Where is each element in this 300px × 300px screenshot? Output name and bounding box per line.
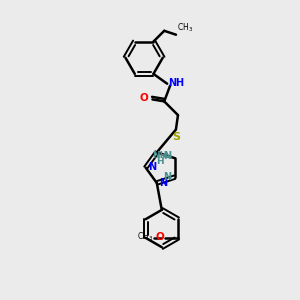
Text: CH$_3$: CH$_3$ [137, 231, 153, 243]
Text: N: N [160, 178, 168, 188]
Text: N: N [148, 162, 157, 172]
Text: CH$_3$: CH$_3$ [177, 21, 193, 34]
Text: NH: NH [152, 151, 168, 160]
Text: N: N [163, 151, 171, 161]
Text: H: H [175, 78, 183, 88]
Text: H: H [156, 157, 164, 166]
Text: S: S [172, 132, 180, 142]
Text: O: O [155, 232, 164, 242]
Text: O: O [140, 93, 148, 103]
Text: N: N [163, 172, 171, 182]
Text: N: N [168, 78, 176, 88]
